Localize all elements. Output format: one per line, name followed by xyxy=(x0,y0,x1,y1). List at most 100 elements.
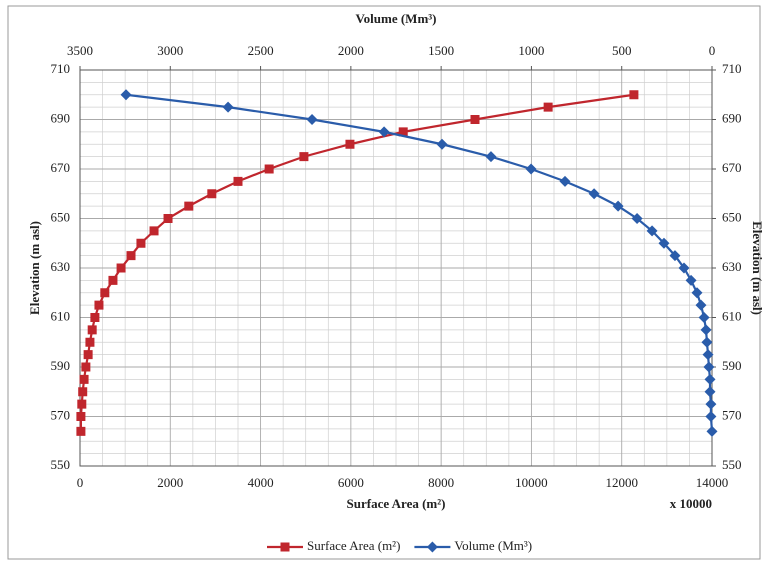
point xyxy=(559,175,571,187)
point xyxy=(85,337,95,347)
point xyxy=(136,238,146,248)
point xyxy=(87,325,97,335)
point xyxy=(700,324,712,336)
point xyxy=(691,287,703,299)
y-tick-label: 690 xyxy=(51,110,71,125)
point xyxy=(669,250,681,262)
y2-tick-label: 690 xyxy=(722,110,742,125)
point xyxy=(695,299,707,311)
point xyxy=(704,386,716,398)
y-tick-label: 670 xyxy=(51,160,71,175)
point xyxy=(306,114,318,125)
x-tick-label: 6000 xyxy=(338,475,364,490)
point xyxy=(678,262,690,274)
point xyxy=(631,213,643,224)
point xyxy=(264,164,274,174)
legend-label: Surface Area (m²) xyxy=(307,538,400,553)
point xyxy=(703,361,715,373)
y2-tick-label: 590 xyxy=(722,358,742,373)
top-axis-title: Volume (Mm³) xyxy=(355,11,436,26)
y2-tick-label: 670 xyxy=(722,160,742,175)
point xyxy=(83,350,93,360)
point xyxy=(588,188,600,200)
y2-tick-label: 650 xyxy=(722,209,742,224)
x-tick-label: 0 xyxy=(77,475,84,490)
point xyxy=(705,398,717,410)
chart-border xyxy=(7,5,761,560)
point xyxy=(525,163,537,175)
point xyxy=(685,274,697,286)
point xyxy=(76,412,86,421)
x2-tick-label: 2000 xyxy=(338,43,364,58)
point xyxy=(702,349,714,361)
y-tick-label: 550 xyxy=(51,457,71,472)
point xyxy=(233,176,243,186)
point xyxy=(163,214,173,223)
point xyxy=(108,275,118,285)
point xyxy=(398,127,408,137)
point xyxy=(698,312,710,323)
x-tick-label: 8000 xyxy=(428,475,454,490)
point xyxy=(94,300,104,310)
series-line xyxy=(125,93,714,432)
point xyxy=(612,200,624,212)
legend-label: Volume (Mm³) xyxy=(454,538,532,553)
plot-frame xyxy=(79,69,713,467)
point xyxy=(126,251,136,261)
y-axis-title: Elevation (m asl) xyxy=(27,221,42,315)
y2-tick-label: 550 xyxy=(722,457,742,472)
point xyxy=(116,263,126,273)
y-tick-label: 590 xyxy=(51,358,71,373)
x-tick-label: 4000 xyxy=(248,475,274,490)
point xyxy=(299,152,309,162)
y2-tick-label: 630 xyxy=(722,259,742,274)
point xyxy=(646,225,658,237)
x-tick-label: 10000 xyxy=(515,475,548,490)
x-tick-label: 14000 xyxy=(696,475,729,490)
point xyxy=(207,189,217,199)
x2-tick-label: 1000 xyxy=(518,43,544,58)
point xyxy=(485,151,497,163)
point xyxy=(436,138,448,150)
y2-tick-label: 610 xyxy=(722,308,742,323)
point xyxy=(222,101,234,113)
x-axis-title: Surface Area (m²) xyxy=(347,496,446,511)
point xyxy=(701,336,713,348)
point xyxy=(120,89,132,101)
y-tick-label: 610 xyxy=(51,308,71,323)
series-line xyxy=(79,93,635,432)
y2-tick-label: 710 xyxy=(722,61,742,76)
x2-tick-label: 3000 xyxy=(157,43,183,58)
point xyxy=(705,411,717,422)
point xyxy=(100,288,110,298)
point xyxy=(77,399,87,409)
point xyxy=(79,374,89,384)
point xyxy=(184,201,194,211)
y2-axis-title: Elevation (m asl) xyxy=(750,221,765,315)
point xyxy=(470,115,480,124)
point xyxy=(76,426,86,436)
y2-tick-label: 570 xyxy=(722,407,742,422)
point xyxy=(78,387,88,397)
y-tick-label: 630 xyxy=(51,259,71,274)
x2-tick-label: 1500 xyxy=(428,43,454,58)
x-multiplier: x 10000 xyxy=(670,496,712,511)
x2-tick-label: 500 xyxy=(612,43,632,58)
legend-marker xyxy=(280,542,290,552)
y-tick-label: 650 xyxy=(51,209,71,224)
point xyxy=(658,237,670,249)
point xyxy=(378,126,390,138)
point xyxy=(149,226,159,236)
x2-tick-label: 2500 xyxy=(248,43,274,58)
point xyxy=(90,313,100,322)
point xyxy=(543,102,553,112)
x-tick-label: 2000 xyxy=(157,475,183,490)
x2-tick-label: 3500 xyxy=(67,43,93,58)
y-tick-label: 570 xyxy=(51,407,71,422)
point xyxy=(629,90,639,100)
point xyxy=(345,139,355,149)
point xyxy=(706,425,718,437)
x-tick-label: 12000 xyxy=(605,475,638,490)
legend-marker xyxy=(426,541,438,553)
